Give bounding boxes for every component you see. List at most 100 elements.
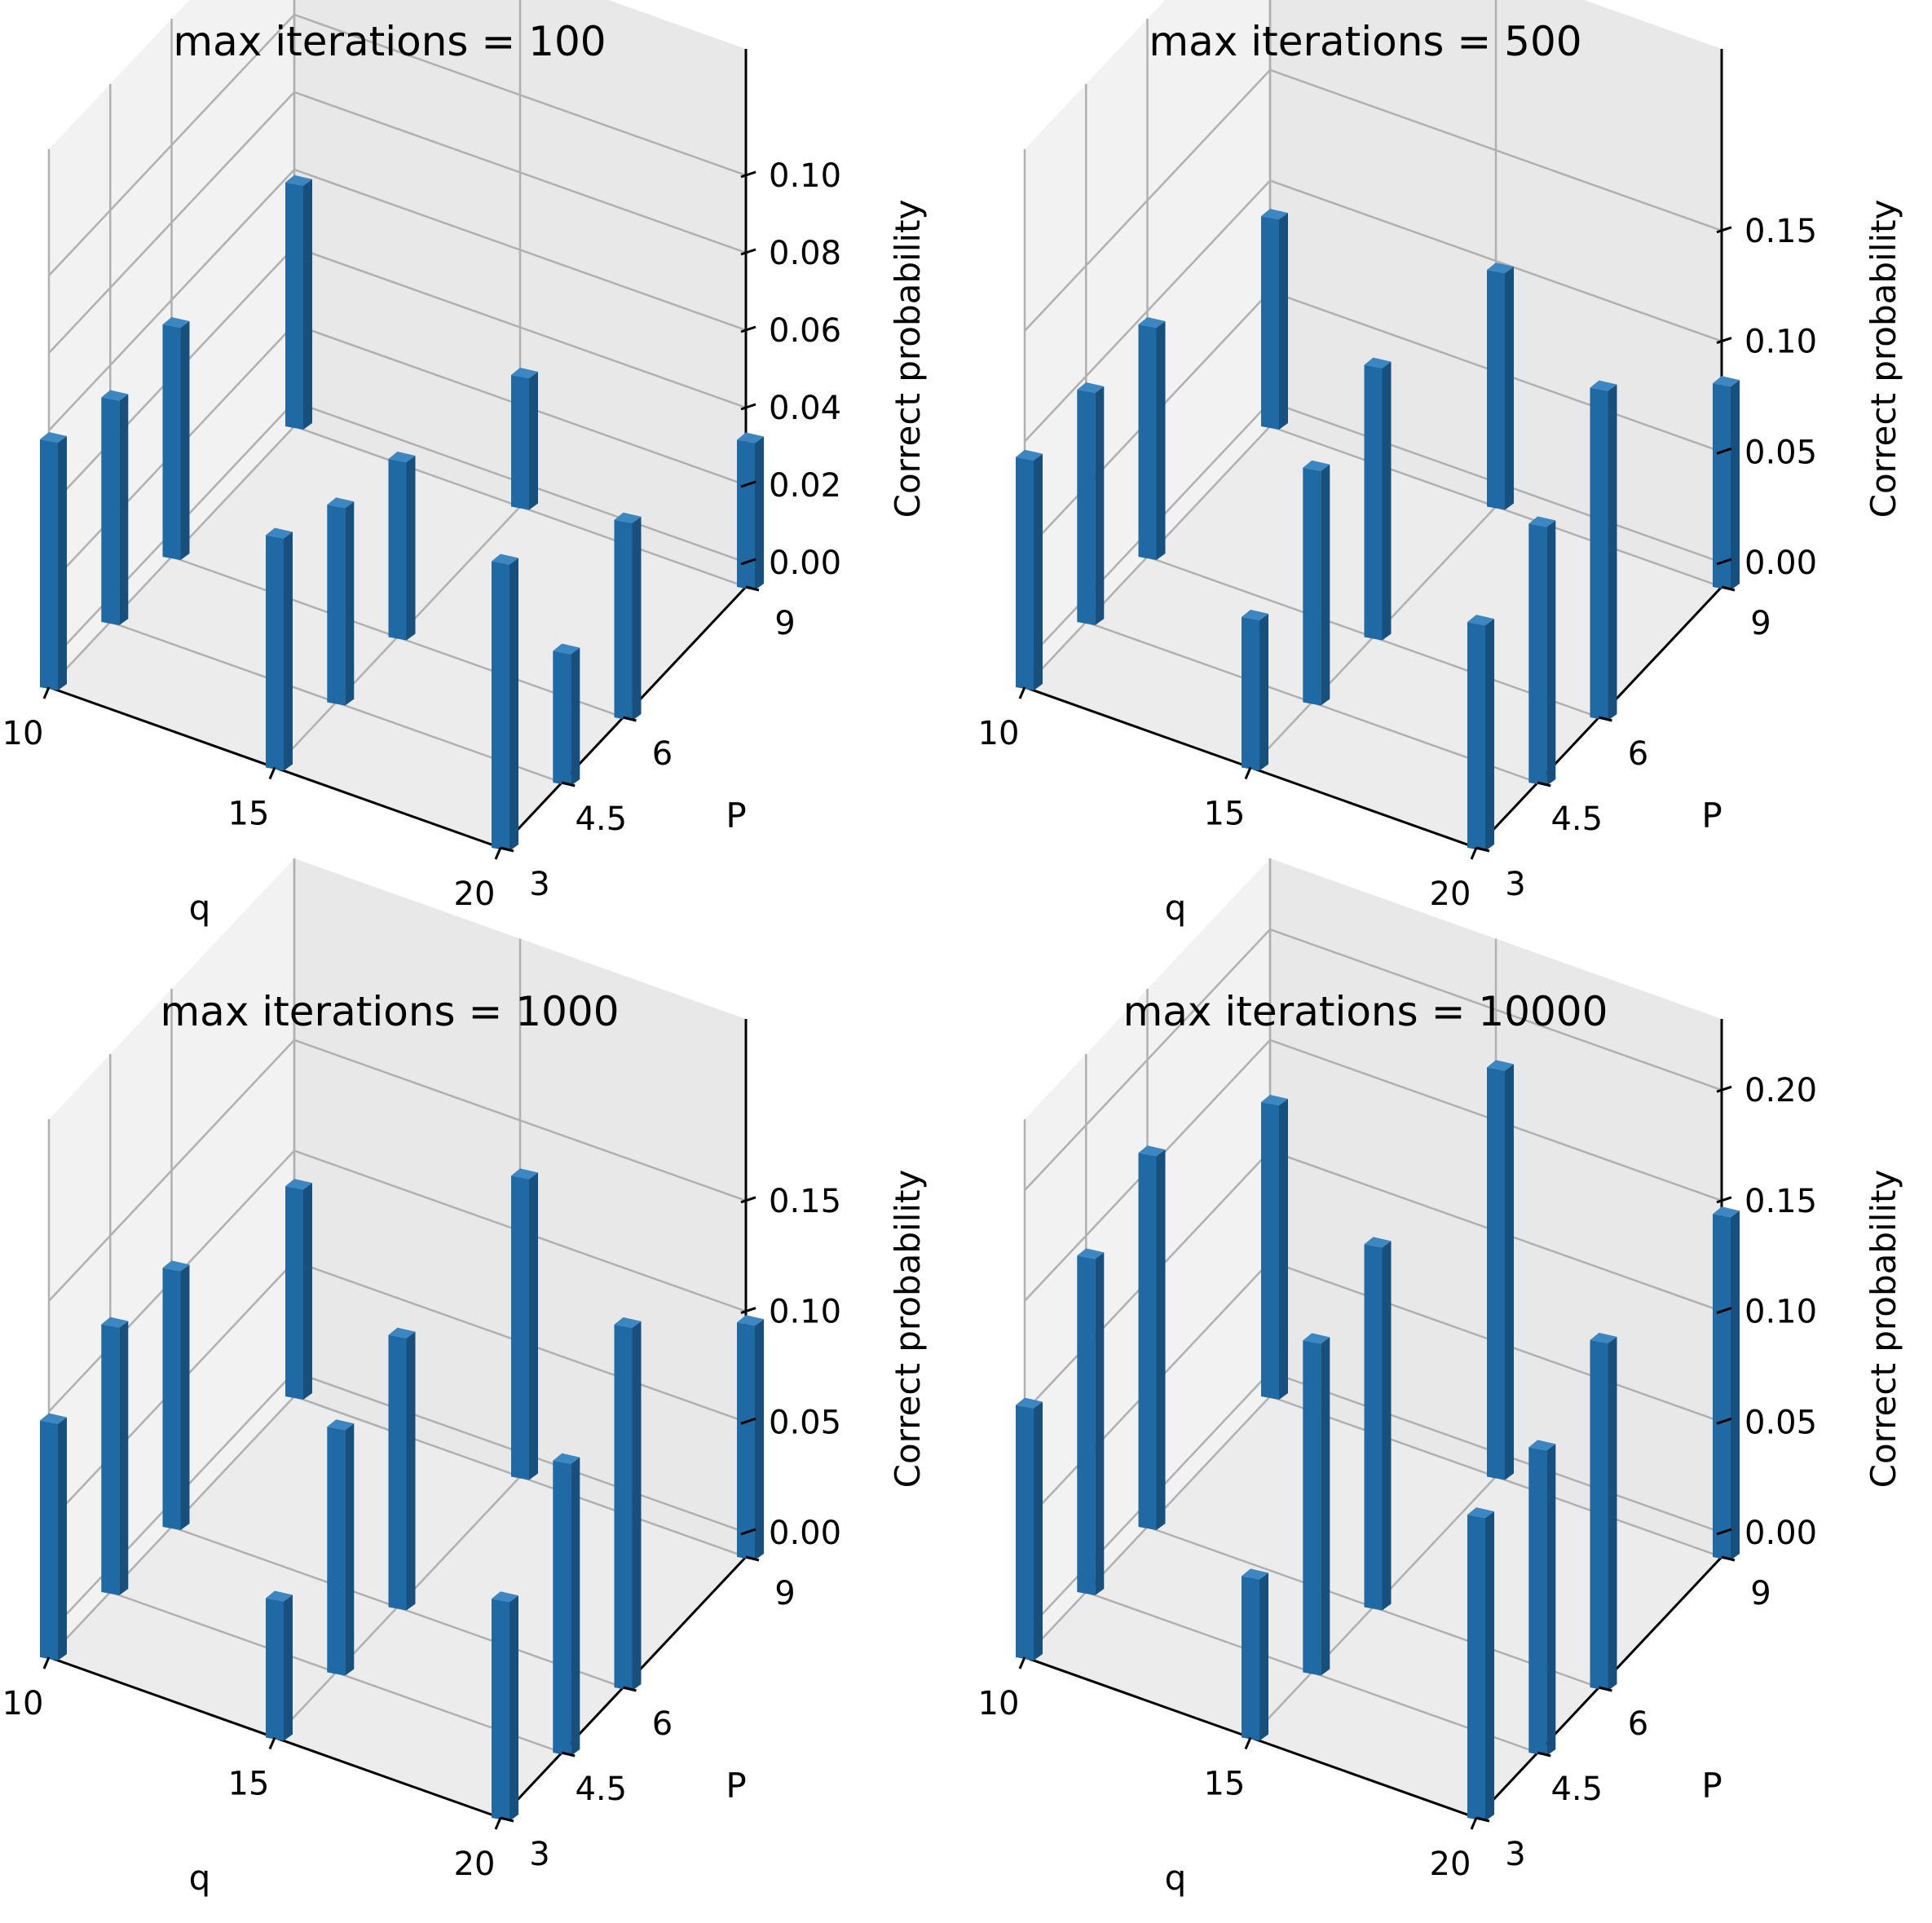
q-tick-label: 10 xyxy=(2,1685,44,1722)
bar-side xyxy=(180,1264,190,1530)
bar-top xyxy=(285,1179,312,1190)
bar-top xyxy=(1303,1333,1330,1344)
bar-top xyxy=(1016,1397,1043,1409)
bar xyxy=(1261,209,1288,430)
bar xyxy=(1242,1568,1268,1741)
p-tick-label: 4.5 xyxy=(575,801,627,838)
z-tick-label: 0.05 xyxy=(769,1404,841,1441)
bar-side xyxy=(1608,1336,1617,1691)
bar-side xyxy=(1505,267,1514,510)
q-tick-mark xyxy=(494,847,502,860)
p-tick-mark xyxy=(1721,585,1736,592)
z-tick-mark xyxy=(740,1196,756,1204)
bar-front xyxy=(1713,1214,1731,1560)
bar-front xyxy=(285,182,303,430)
bar-side xyxy=(1034,453,1043,690)
grid-line-z-back-2 xyxy=(1269,179,1722,342)
bar-front xyxy=(1590,387,1608,721)
bar xyxy=(1467,1507,1494,1821)
bar-top xyxy=(737,432,764,443)
bar-side xyxy=(1731,1211,1740,1560)
q-tick-mark xyxy=(1244,1736,1252,1750)
bar xyxy=(1077,382,1105,625)
bar-side xyxy=(755,1319,764,1560)
subplot-title: max iterations = 100 xyxy=(173,18,606,65)
bar-side xyxy=(632,1321,642,1691)
bar-top xyxy=(162,317,190,328)
z-tick-label: 0.15 xyxy=(769,1183,841,1220)
bar-front xyxy=(1138,324,1157,560)
z-axis-label: Correct probability xyxy=(1864,200,1903,518)
z-tick-label: 0.04 xyxy=(769,390,841,427)
bar-front xyxy=(1077,390,1096,625)
q-tick-label: 20 xyxy=(1430,875,1471,913)
z-tick-label: 0.00 xyxy=(1745,545,1817,582)
bar-front xyxy=(1713,383,1731,590)
bar xyxy=(1713,376,1740,590)
bar-front xyxy=(162,1268,181,1530)
p-tick-mark xyxy=(1475,846,1490,853)
bar xyxy=(1590,1332,1617,1691)
bar xyxy=(101,390,129,625)
bar xyxy=(266,527,293,771)
bar-front xyxy=(285,1186,303,1400)
z-tick-label: 0.05 xyxy=(1745,434,1817,471)
bar-top xyxy=(553,1453,580,1464)
bar xyxy=(1138,317,1166,560)
bar-front xyxy=(492,561,509,851)
q-tick-mark xyxy=(1470,847,1478,860)
bar-top xyxy=(285,174,312,186)
bar-front xyxy=(327,505,346,706)
grid-line-z-left-4 xyxy=(1024,928,1271,1191)
z-tick-mark xyxy=(1716,226,1732,234)
bar-top xyxy=(327,497,355,509)
p-tick-mark xyxy=(500,1816,514,1823)
grid-line-z-left-3 xyxy=(48,1039,295,1302)
bar-side xyxy=(345,1423,355,1676)
z-tick-label: 0.00 xyxy=(769,545,841,582)
grid-line-z-left-3 xyxy=(1024,69,1271,332)
grid-line-z-left-2 xyxy=(1024,179,1271,443)
bar xyxy=(388,452,416,641)
q-tick-mark xyxy=(42,686,51,699)
bar-top xyxy=(1138,1145,1166,1157)
bar xyxy=(1077,1248,1105,1595)
bar-side xyxy=(58,436,67,690)
bar xyxy=(40,432,67,690)
q-tick-label: 15 xyxy=(228,1766,270,1803)
bar-top xyxy=(1487,1060,1514,1071)
p-tick-label: 6 xyxy=(1628,735,1648,773)
bar-front xyxy=(1487,1067,1505,1480)
bar-top xyxy=(1016,449,1043,461)
bar-side xyxy=(58,1417,67,1661)
bar-side xyxy=(1382,1241,1392,1611)
p-tick-mark xyxy=(745,585,760,592)
bar-top xyxy=(492,554,518,565)
p-tick-label: 4.5 xyxy=(1550,1771,1603,1808)
bar-side xyxy=(571,1457,580,1756)
bar-front xyxy=(266,535,284,771)
bar-top xyxy=(1303,460,1330,471)
grid-line-z-back-3 xyxy=(293,168,747,332)
bar-front xyxy=(1016,456,1034,690)
bar-side xyxy=(1731,380,1740,590)
p-tick-mark xyxy=(561,1751,576,1758)
bar-top xyxy=(1242,609,1268,620)
bar-front xyxy=(553,1460,571,1756)
bar xyxy=(1487,262,1514,510)
p-tick-label: 3 xyxy=(529,866,549,903)
p-tick-label: 9 xyxy=(774,605,795,642)
z-tick-label: 0.20 xyxy=(1745,1072,1817,1109)
bar-top xyxy=(1528,516,1556,527)
bar-top xyxy=(1077,1248,1105,1259)
bar xyxy=(1242,609,1268,771)
q-tick-label: 15 xyxy=(1204,796,1246,833)
p-tick-mark xyxy=(1599,1686,1612,1692)
bar-front xyxy=(1303,467,1321,706)
z-tick-label: 0.10 xyxy=(1745,1294,1817,1331)
p-axis-label: P xyxy=(1701,796,1722,836)
grid-line-z-back-3 xyxy=(1269,68,1722,232)
bar-front xyxy=(1261,1102,1279,1400)
bar-top xyxy=(1467,1507,1494,1519)
p-tick-label: 3 xyxy=(1505,866,1525,903)
